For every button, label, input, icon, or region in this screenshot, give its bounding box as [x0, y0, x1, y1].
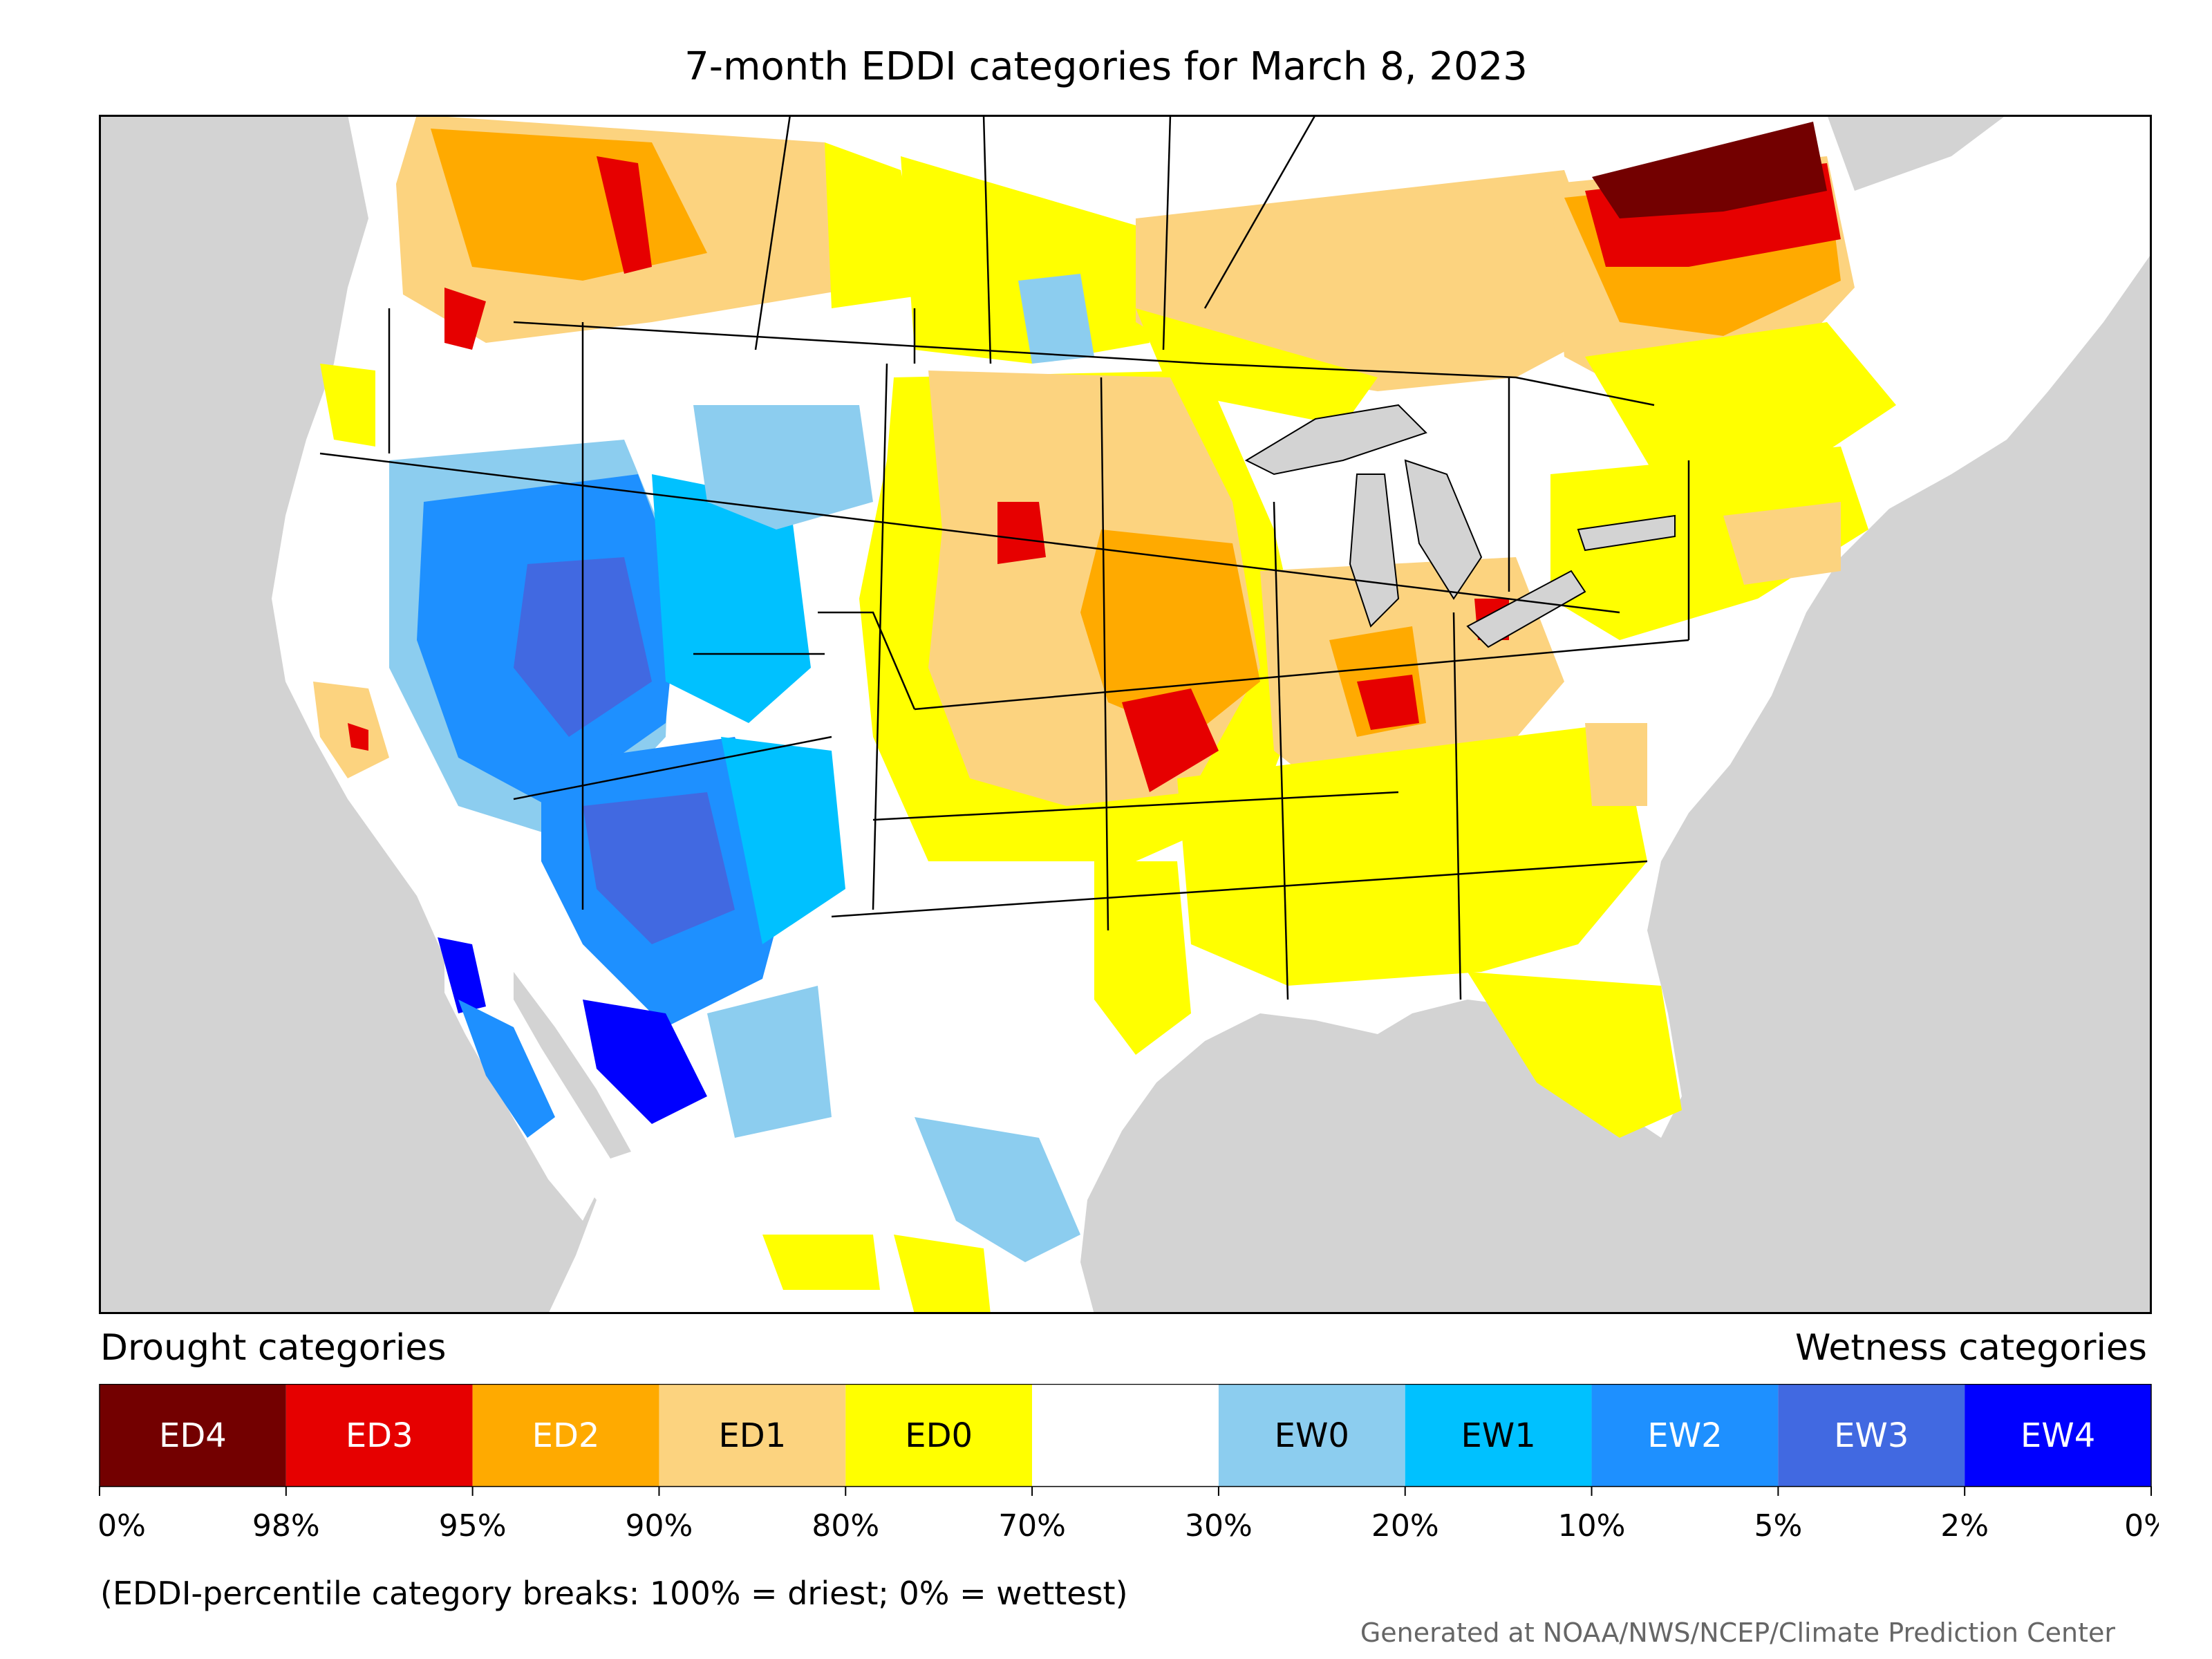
legend-tick-label: 30%: [1185, 1508, 1253, 1544]
legend-tick-label: 2%: [1940, 1508, 1989, 1544]
legend-tick-label: 98%: [252, 1508, 320, 1544]
legend-swatch-ed4: [100, 1384, 286, 1486]
credit-line: Generated at NOAA/NWS/NCEP/Climate Predi…: [1360, 1618, 2115, 1648]
legend-tick-label: 90%: [626, 1508, 693, 1544]
legend-tick-label: 100%: [99, 1508, 146, 1544]
legend-label-ed3: ED3: [346, 1416, 413, 1455]
legend-label-ew2: EW2: [1647, 1416, 1722, 1455]
colorbar-frame: [99, 1384, 2152, 1488]
legend-label-ed4: ED4: [159, 1416, 227, 1455]
legend-tick-label: 70%: [998, 1508, 1066, 1544]
legend-swatch-ed1: [659, 1384, 846, 1486]
wetness-categories-heading: Wetness categories: [1795, 1327, 2147, 1369]
legend-swatch-ew3: [1778, 1384, 1965, 1486]
legend-tick-label: 10%: [1558, 1508, 1626, 1544]
legend-label-ew1: EW1: [1461, 1416, 1535, 1455]
legend-label-ed2: ED2: [532, 1416, 600, 1455]
category-shading: [313, 115, 1896, 1314]
gulf-of-california: [514, 972, 631, 1159]
legend-tick-label: 80%: [812, 1508, 879, 1544]
legend-swatch-ed0: [845, 1384, 1033, 1486]
map-frame: [99, 115, 2152, 1314]
legend-tick-label: 0%: [2124, 1508, 2159, 1544]
legend-swatch-ew0: [1218, 1384, 1405, 1486]
legend-label-ew3: EW3: [1834, 1416, 1909, 1455]
legend-label-ew4: EW4: [2021, 1416, 2095, 1455]
legend-swatch-ew4: [1965, 1384, 2151, 1486]
legend-swatch-ed3: [285, 1384, 473, 1486]
legend-tick-label: 95%: [439, 1508, 507, 1544]
legend-swatch-ew2: [1591, 1384, 1779, 1486]
legend-swatch-ew1: [1405, 1384, 1592, 1486]
drought-categories-heading: Drought categories: [100, 1327, 447, 1369]
map-title: 7-month EDDI categories for March 8, 202…: [684, 44, 1528, 89]
legend-label-ew0: EW0: [1275, 1416, 1349, 1455]
legend-tick-label: 5%: [1754, 1508, 1802, 1544]
great-lakes: [1244, 404, 1676, 648]
category-breaks-note: (EDDI-percentile category breaks: 100% =…: [100, 1575, 1128, 1612]
eddi-map: [99, 115, 2152, 1314]
legend-swatch-neutral: [1032, 1384, 1219, 1486]
legend-tick-label: 20%: [1371, 1508, 1439, 1544]
category-colorbar: ED4 ED3 ED2 ED1 ED0 EW0 EW1 EW2 EW3 EW4 100% 98% 95%…: [99, 1384, 2159, 1544]
legend-label-ed0: ED0: [905, 1416, 973, 1455]
state-borders: [319, 115, 1690, 1000]
legend-swatch-ed2: [472, 1384, 659, 1486]
legend-label-ed1: ED1: [718, 1416, 786, 1455]
